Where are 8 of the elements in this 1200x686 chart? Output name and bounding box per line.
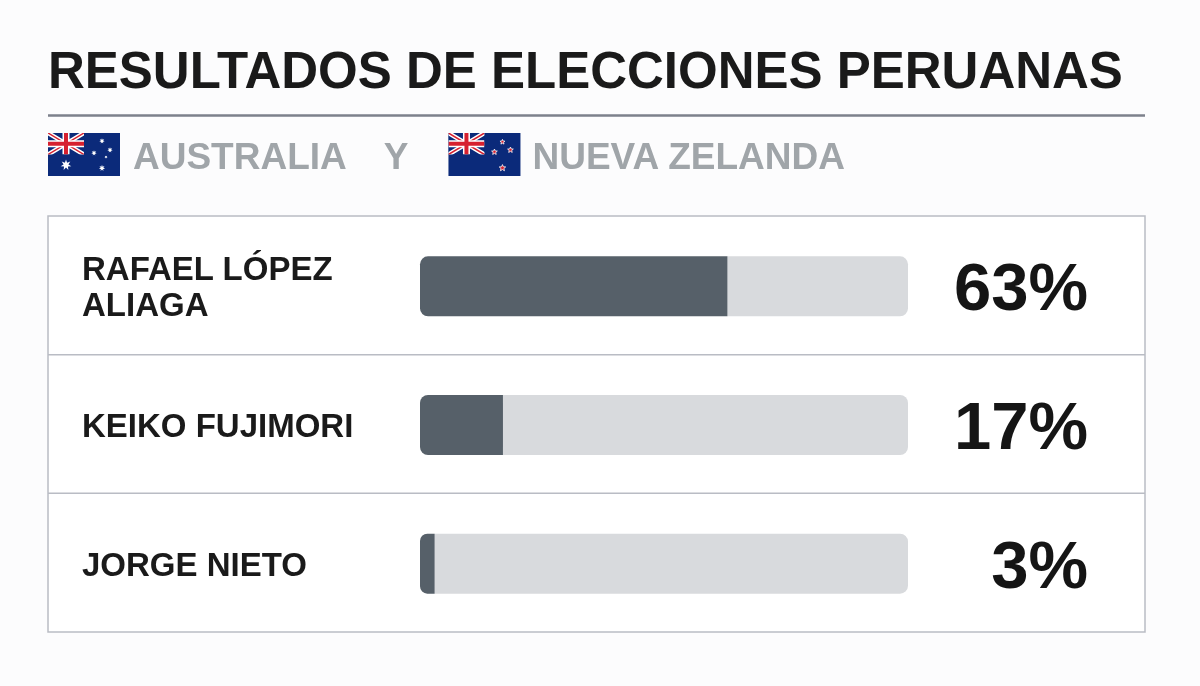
y-tick-label: JORGE NIETO [82,545,307,583]
y-tick-label: RAFAEL LÓPEZ ALIAGA [82,250,333,324]
data-label: 17% [953,388,1088,463]
chart-title: RESULTADOS DE ELECCIONES PERUANAS [48,42,1123,99]
text: AUSTRALIA Y NUEVA ZELANDA [133,136,845,177]
y-tick-label: KEIKO FUJIMORI [82,407,354,444]
data-label: 3% [991,526,1088,602]
data-label: 63% [953,249,1088,325]
